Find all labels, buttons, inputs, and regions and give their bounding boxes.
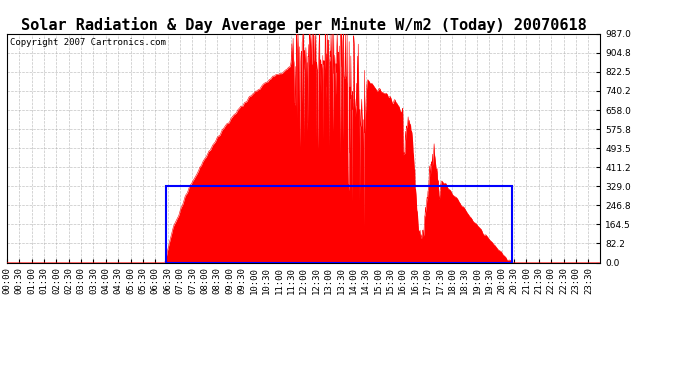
Title: Solar Radiation & Day Average per Minute W/m2 (Today) 20070618: Solar Radiation & Day Average per Minute… xyxy=(21,16,586,33)
Text: Copyright 2007 Cartronics.com: Copyright 2007 Cartronics.com xyxy=(10,38,166,47)
Bar xyxy=(166,186,512,262)
